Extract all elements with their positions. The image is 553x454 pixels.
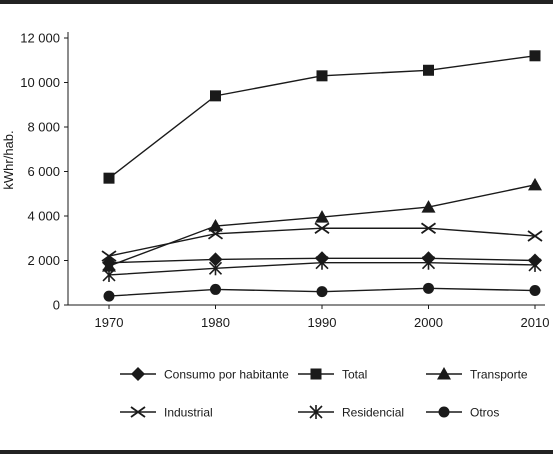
x-tick-label: 1980 — [201, 315, 230, 330]
data-point — [316, 70, 328, 82]
series-square — [103, 50, 541, 184]
y-tick-label: 2 000 — [27, 253, 60, 268]
data-point — [421, 255, 436, 270]
legend-marker — [437, 367, 451, 380]
data-point — [208, 252, 223, 267]
series-circle — [103, 282, 541, 302]
data-point — [420, 222, 437, 234]
legend-marker — [310, 368, 322, 380]
data-point — [315, 210, 329, 223]
y-tick-label: 4 000 — [27, 209, 60, 224]
data-point — [423, 282, 434, 294]
data-point — [208, 219, 223, 232]
data-point — [207, 228, 224, 240]
y-tick-label: 0 — [53, 298, 60, 313]
legend: Consumo por habitante Total Transporte Indu… — [120, 367, 528, 420]
series-layer — [101, 50, 543, 302]
bottom-rule — [0, 450, 553, 454]
y-tick-label: 6 000 — [27, 164, 60, 179]
x-tick-label: 1990 — [308, 315, 337, 330]
y-tick-label: 12 000 — [20, 31, 60, 46]
data-point — [101, 250, 117, 262]
x-tick-label: 2010 — [521, 315, 550, 330]
legend-item: Transporte — [426, 367, 528, 382]
y-axis-label: kWhr/hab. — [1, 130, 16, 189]
legend-label: Consumo por habitante — [164, 368, 289, 382]
data-point — [315, 255, 329, 270]
data-point — [210, 283, 221, 295]
top-rule — [0, 0, 553, 4]
legend-item: Industrial — [120, 406, 213, 420]
data-point — [103, 172, 115, 184]
legend-item: Otros — [426, 406, 499, 420]
legend-label: Total — [342, 368, 367, 382]
legend-marker — [131, 367, 145, 381]
data-point — [316, 286, 328, 298]
data-point — [102, 267, 116, 282]
data-point — [102, 259, 116, 272]
data-point — [529, 50, 541, 62]
data-point — [527, 230, 543, 242]
legend-marker — [309, 405, 323, 419]
legend-item: Residencial — [298, 405, 404, 420]
data-point — [529, 285, 541, 297]
x-tick-label: 2000 — [414, 315, 443, 330]
data-point — [208, 261, 223, 276]
y-tick-label: 8 000 — [27, 120, 60, 135]
series-asterisk — [102, 255, 542, 282]
legend-label: Transporte — [470, 368, 528, 382]
x-tick-label: 1970 — [95, 315, 124, 330]
data-point — [423, 64, 434, 76]
legend-item: Total — [298, 368, 367, 382]
data-point — [528, 257, 542, 272]
legend-label: Industrial — [164, 406, 213, 420]
series-triangle — [102, 177, 542, 272]
legend-label: Otros — [470, 406, 499, 420]
data-point — [421, 200, 436, 213]
legend-marker — [130, 406, 146, 418]
legend-marker — [438, 406, 450, 418]
data-point — [103, 290, 115, 302]
legend-item: Consumo por habitante — [120, 367, 289, 382]
data-point — [314, 222, 330, 234]
y-tick-label: 10 000 — [20, 75, 60, 90]
data-point — [210, 90, 221, 102]
legend-label: Residencial — [342, 406, 404, 420]
data-point — [528, 177, 542, 191]
series-x — [101, 222, 543, 262]
axes: 0 2 000 4 000 6 000 8 000 10 000 12 000 1970 198… — [20, 31, 549, 331]
